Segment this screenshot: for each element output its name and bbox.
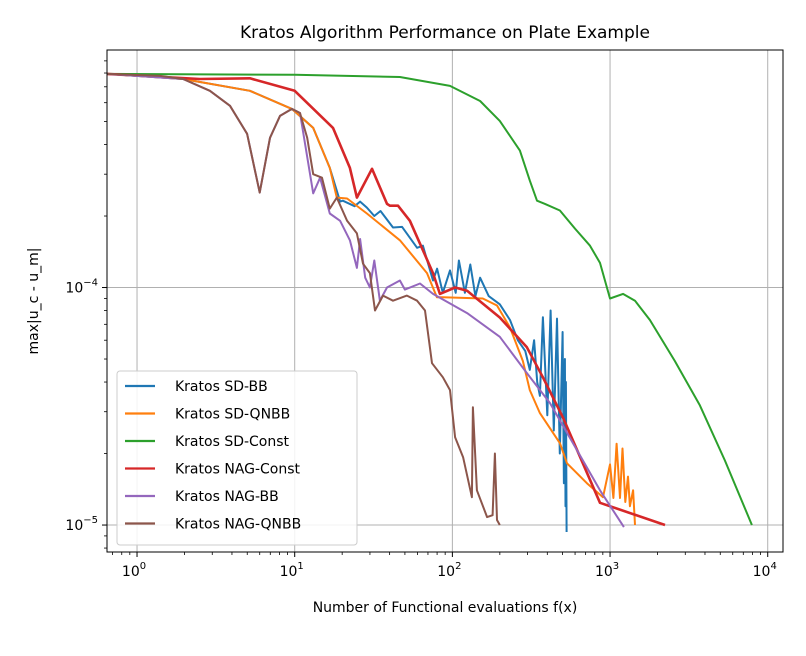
legend: Kratos SD-BB Kratos SD-QNBB Kratos SD-Cons… (116, 370, 358, 546)
legend-box (116, 370, 358, 546)
x-tick-label: 102 (437, 561, 461, 580)
series-line-kratos-sd-const (106, 72, 753, 526)
series-line-kratos-nag-const (106, 72, 666, 527)
legend-label: Kratos SD-QNBB (175, 407, 290, 423)
legend-label: Kratos NAG-Const (175, 462, 301, 478)
legend-label: Kratos NAG-QNBB (175, 517, 301, 533)
legend-label: Kratos SD-BB (175, 379, 268, 395)
series-lines (106, 72, 753, 533)
chart-title: Kratos Algorithm Performance on Plate Ex… (240, 23, 650, 43)
legend-label: Kratos SD-Const (175, 434, 290, 450)
series-line-kratos-sd-qnbb (106, 72, 636, 526)
y-tick-label: 10−4 (65, 278, 98, 297)
legend-label: Kratos NAG-BB (175, 489, 279, 505)
x-tick-label: 100 (122, 561, 146, 580)
x-tick-label: 103 (595, 561, 619, 580)
axes: 100 101 102 103 104 10−4 10−5 (65, 49, 784, 580)
y-tick-label: 10−5 (65, 515, 98, 534)
x-tick-label: 101 (280, 561, 304, 580)
y-axis-label: max|u_c - u_m| (26, 248, 42, 355)
plot-frame (106, 49, 784, 553)
x-tick-label: 104 (753, 561, 777, 580)
x-axis-label: Number of Functional evaluations f(x) (313, 600, 578, 616)
series-line-kratos-nag-qnbb (106, 72, 501, 526)
